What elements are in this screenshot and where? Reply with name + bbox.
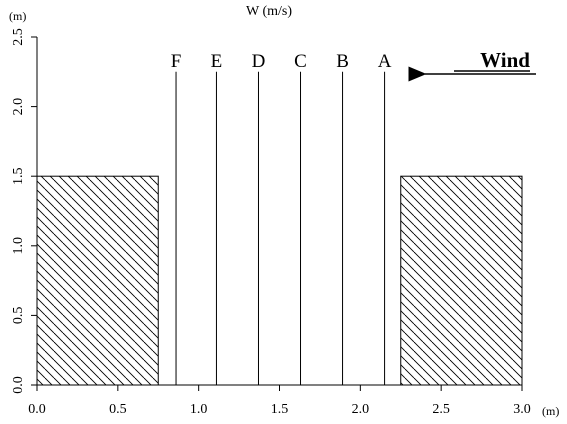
- y-tick-label: 0.5: [11, 307, 26, 325]
- y-tick-label: 1.5: [11, 167, 26, 185]
- line-label-c: C: [294, 51, 307, 72]
- x-tick-label: 2.5: [432, 402, 450, 417]
- x-tick-label: 0.0: [28, 402, 46, 417]
- y-tick-group: 0.0 0.5 1.0 1.5 2.0 2.5: [11, 28, 37, 394]
- line-label-f: F: [171, 51, 182, 72]
- x-tick-label: 0.5: [109, 402, 127, 417]
- line-label-d: D: [252, 51, 266, 72]
- y-tick-label: 2.5: [11, 28, 26, 46]
- x-tick-label: 1.5: [271, 402, 289, 417]
- y-tick-label: 2.0: [11, 98, 26, 116]
- line-label-e: E: [211, 51, 223, 72]
- block-group: [36, 175, 523, 386]
- wind-label: Wind: [480, 48, 530, 72]
- right-block: [400, 175, 523, 386]
- line-label-b: B: [336, 51, 349, 72]
- x-tick-group: 0.0 0.5 1.0 1.5 2.0 2.5 3.0: [28, 385, 531, 417]
- x-tick-label: 1.0: [190, 402, 208, 417]
- left-block: [36, 175, 159, 386]
- chart-title: W (m/s): [246, 4, 292, 19]
- line-label-a: A: [378, 51, 392, 72]
- x-tick-label: 2.0: [352, 402, 370, 417]
- y-axis-unit: (m): [9, 9, 26, 23]
- y-tick-label: 0.0: [11, 376, 26, 394]
- x-axis-unit: (m): [542, 404, 559, 418]
- x-tick-label: 3.0: [513, 402, 531, 417]
- y-tick-label: 1.0: [11, 237, 26, 255]
